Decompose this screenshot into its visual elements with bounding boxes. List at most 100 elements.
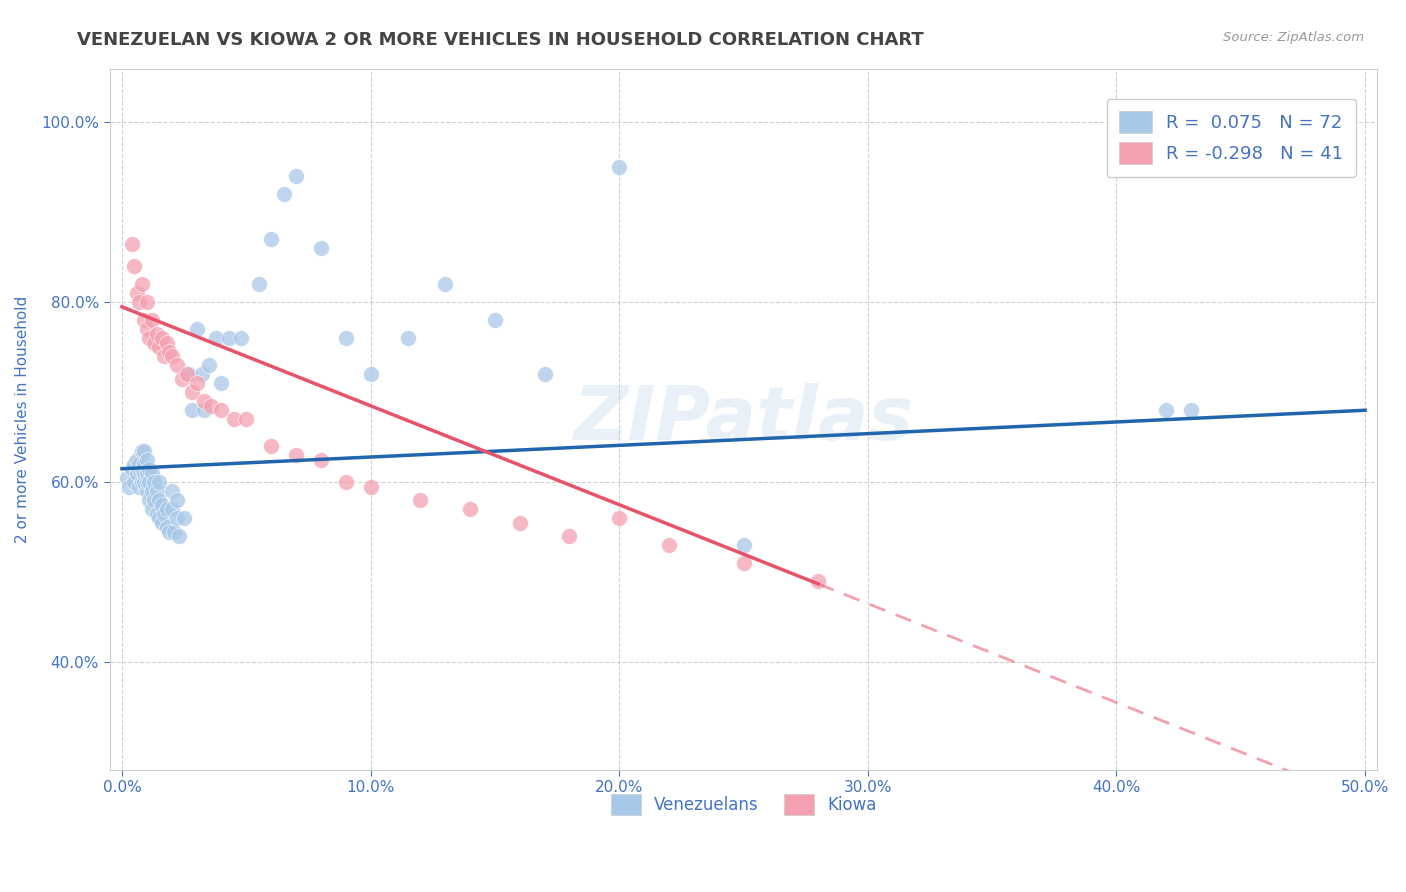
Point bbox=[121, 236, 143, 251]
Point bbox=[145, 484, 167, 499]
Point bbox=[118, 480, 141, 494]
Point bbox=[200, 399, 222, 413]
Y-axis label: 2 or more Vehicles in Household: 2 or more Vehicles in Household bbox=[15, 295, 30, 543]
Legend: Venezuelans, Kiowa: Venezuelans, Kiowa bbox=[600, 784, 886, 825]
Point bbox=[222, 412, 245, 426]
Point bbox=[607, 511, 630, 525]
Point bbox=[157, 524, 180, 539]
Point bbox=[150, 331, 173, 345]
Point bbox=[143, 335, 166, 350]
Point bbox=[148, 493, 170, 508]
Point bbox=[143, 493, 166, 508]
Point bbox=[285, 448, 308, 462]
Point bbox=[1180, 403, 1202, 417]
Point bbox=[163, 524, 186, 539]
Point bbox=[209, 376, 232, 391]
Point bbox=[135, 295, 157, 310]
Point bbox=[209, 403, 232, 417]
Point bbox=[121, 461, 143, 475]
Point bbox=[458, 502, 481, 516]
Point bbox=[309, 452, 332, 467]
Point bbox=[186, 322, 208, 336]
Point bbox=[131, 443, 153, 458]
Point bbox=[124, 457, 146, 471]
Point bbox=[128, 461, 150, 475]
Point bbox=[138, 475, 160, 490]
Point bbox=[131, 475, 153, 490]
Point bbox=[125, 467, 148, 481]
Point bbox=[138, 493, 160, 508]
Point bbox=[260, 439, 283, 453]
Point bbox=[157, 344, 180, 359]
Point bbox=[193, 403, 215, 417]
Point bbox=[135, 475, 157, 490]
Point bbox=[198, 359, 221, 373]
Point bbox=[134, 475, 156, 490]
Point bbox=[156, 502, 179, 516]
Point bbox=[150, 516, 173, 530]
Point bbox=[141, 484, 163, 499]
Point bbox=[173, 511, 195, 525]
Point bbox=[166, 359, 188, 373]
Point bbox=[193, 394, 215, 409]
Point bbox=[1154, 403, 1177, 417]
Point bbox=[733, 538, 755, 552]
Point bbox=[285, 169, 308, 184]
Point bbox=[124, 260, 146, 274]
Point bbox=[166, 511, 188, 525]
Point bbox=[160, 484, 183, 499]
Point bbox=[135, 452, 157, 467]
Point bbox=[273, 187, 295, 202]
Point bbox=[335, 475, 357, 490]
Point bbox=[807, 574, 830, 589]
Point bbox=[148, 340, 170, 354]
Point bbox=[156, 520, 179, 534]
Point bbox=[138, 461, 160, 475]
Point bbox=[135, 484, 157, 499]
Point bbox=[134, 457, 156, 471]
Point bbox=[131, 277, 153, 292]
Point bbox=[124, 475, 146, 490]
Point bbox=[134, 443, 156, 458]
Point bbox=[167, 529, 190, 543]
Point bbox=[409, 493, 432, 508]
Point bbox=[156, 335, 179, 350]
Point bbox=[135, 467, 157, 481]
Point bbox=[335, 331, 357, 345]
Point bbox=[658, 538, 681, 552]
Point bbox=[145, 326, 167, 341]
Point bbox=[484, 313, 506, 327]
Point bbox=[180, 403, 202, 417]
Point bbox=[141, 467, 163, 481]
Point bbox=[533, 368, 555, 382]
Point bbox=[134, 313, 156, 327]
Point bbox=[509, 516, 531, 530]
Point bbox=[125, 452, 148, 467]
Point bbox=[190, 368, 212, 382]
Point bbox=[131, 461, 153, 475]
Point bbox=[148, 511, 170, 525]
Text: Source: ZipAtlas.com: Source: ZipAtlas.com bbox=[1223, 31, 1364, 45]
Point bbox=[143, 475, 166, 490]
Point bbox=[235, 412, 257, 426]
Point bbox=[166, 493, 188, 508]
Point bbox=[434, 277, 457, 292]
Point bbox=[141, 502, 163, 516]
Point bbox=[360, 480, 382, 494]
Point bbox=[115, 471, 138, 485]
Text: VENEZUELAN VS KIOWA 2 OR MORE VEHICLES IN HOUSEHOLD CORRELATION CHART: VENEZUELAN VS KIOWA 2 OR MORE VEHICLES I… bbox=[77, 31, 924, 49]
Point bbox=[176, 368, 198, 382]
Point bbox=[309, 241, 332, 255]
Point bbox=[170, 372, 193, 386]
Point bbox=[360, 368, 382, 382]
Point bbox=[128, 480, 150, 494]
Point bbox=[128, 457, 150, 471]
Point bbox=[150, 498, 173, 512]
Point bbox=[205, 331, 228, 345]
Point bbox=[153, 507, 176, 521]
Point bbox=[186, 376, 208, 391]
Point bbox=[141, 313, 163, 327]
Text: ZIPatlas: ZIPatlas bbox=[574, 383, 914, 456]
Point bbox=[148, 475, 170, 490]
Point bbox=[153, 349, 176, 363]
